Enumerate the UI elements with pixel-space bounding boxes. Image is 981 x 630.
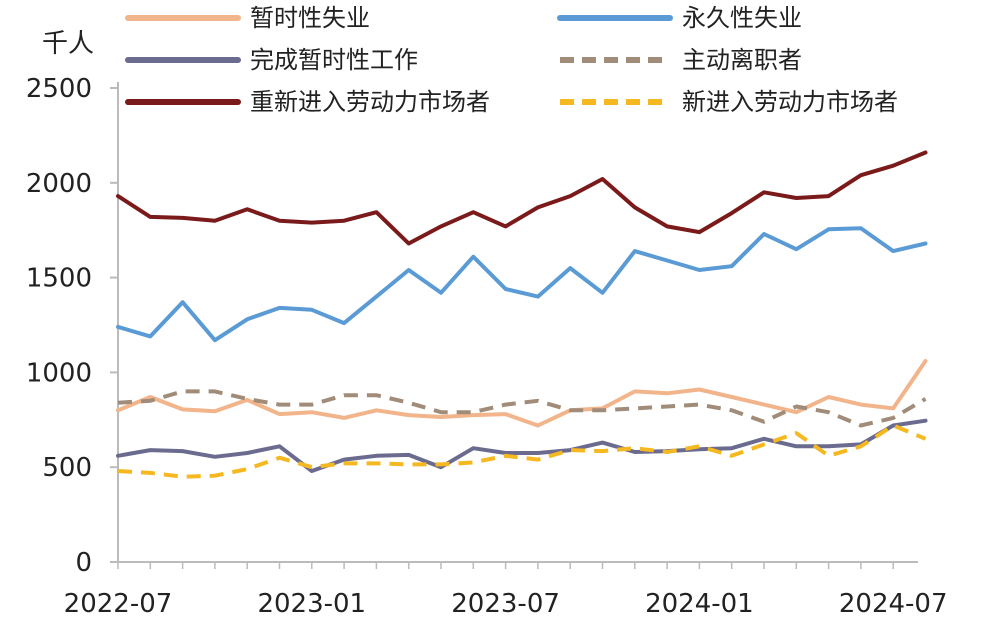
series-line-1 — [116, 359, 928, 428]
y-tick-label: 2000 — [26, 169, 92, 199]
x-tick-label: 2024-01 — [645, 589, 754, 619]
legend-label-2: 永久性失业 — [682, 4, 802, 32]
series-line-5 — [116, 150, 928, 246]
y-tick-label: 1000 — [26, 358, 92, 388]
x-tick-label: 2024-07 — [839, 589, 948, 619]
legend-label-6: 新进入劳动力市场者 — [682, 88, 898, 116]
y-tick-label: 2500 — [26, 74, 92, 104]
y-tick-label: 500 — [42, 453, 92, 483]
y-tick-label: 0 — [75, 548, 92, 578]
x-tick-label: 2023-01 — [257, 589, 366, 619]
series-line-3 — [116, 418, 928, 473]
series-layer — [116, 150, 928, 479]
series-line-2 — [116, 226, 928, 343]
axes: 0 500 1000 1500 2000 2500 2022-07 2023-01 2023-0… — [26, 74, 948, 619]
legend-label-1: 暂时性失业 — [250, 4, 370, 32]
y-tick-label: 1500 — [26, 264, 92, 294]
y-axis-unit-label: 千人 — [42, 29, 94, 59]
legend-label-5: 重新进入劳动力市场者 — [250, 88, 490, 116]
x-tick-label: 2023-07 — [451, 589, 560, 619]
legend-label-4: 主动离职者 — [682, 46, 802, 74]
x-tick-label: 2022-07 — [64, 589, 173, 619]
legend-label-3: 完成暂时性工作 — [250, 46, 418, 74]
